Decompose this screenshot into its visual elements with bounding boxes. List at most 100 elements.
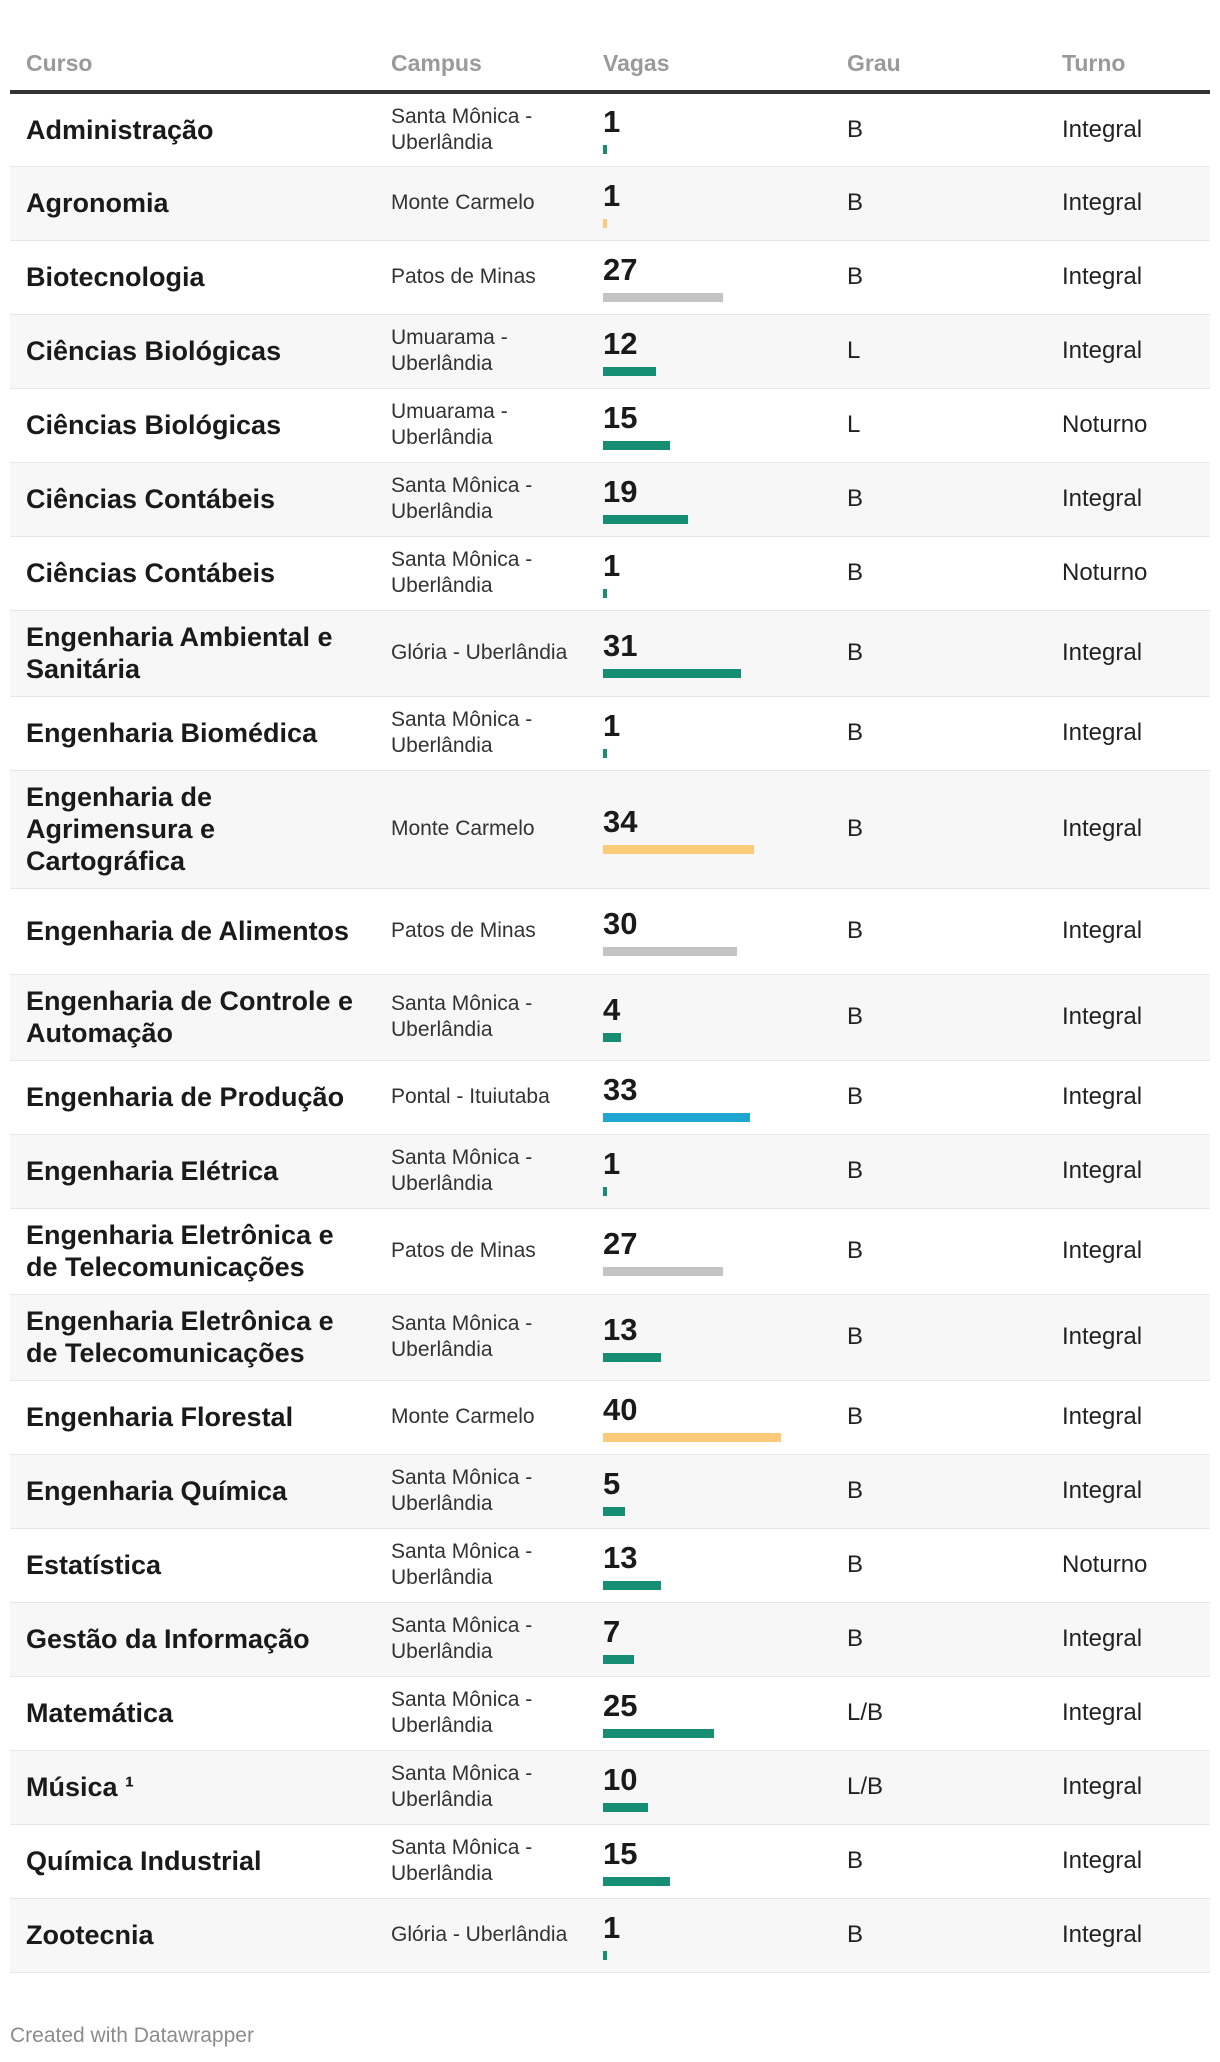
cell-campus: Umuarama - Uberlândia	[391, 326, 508, 375]
vagas-value: 15	[603, 1835, 638, 1871]
vagas-bar	[603, 1802, 648, 1812]
cell-vagas: 15	[587, 388, 831, 462]
cell-vagas: 27	[587, 240, 831, 314]
cell-campus: Patos de Minas	[391, 919, 536, 942]
vagas-bar	[603, 1266, 723, 1276]
vagas-bar	[603, 1728, 714, 1738]
table-row: Ciências Contábeis Santa Mônica - Uberlân…	[10, 462, 1210, 536]
vagas-value: 4	[603, 991, 621, 1027]
table-row: Engenharia Florestal Monte Carmelo 40 B Inte…	[10, 1380, 1210, 1454]
cell-turno: Integral	[1062, 917, 1143, 944]
vagas-bar	[603, 1112, 750, 1122]
cell-grau: B	[847, 1403, 864, 1430]
cell-grau: B	[847, 1921, 864, 1948]
table-row: Matemática Santa Mônica - Uberlândia 25 L/B…	[10, 1676, 1210, 1750]
vagas-value: 7	[603, 1613, 621, 1649]
cell-curso: Música ¹	[26, 1772, 135, 1802]
vagas-bar	[603, 1186, 607, 1196]
cell-vagas: 19	[587, 462, 831, 536]
cell-campus: Glória - Uberlândia	[391, 1923, 568, 1946]
cell-grau: B	[847, 1625, 864, 1652]
cell-curso: Gestão da Informação	[26, 1624, 310, 1654]
cell-campus: Santa Mônica - Uberlândia	[391, 1540, 533, 1589]
vagas-bar	[603, 1032, 621, 1042]
cell-turno: Integral	[1062, 639, 1143, 666]
cell-grau: L/B	[847, 1699, 884, 1726]
column-header-campus[interactable]: Campus	[375, 36, 587, 94]
cell-vagas: 1	[587, 1898, 831, 1972]
vagas-value: 40	[603, 1391, 638, 1427]
cell-campus: Patos de Minas	[391, 265, 536, 288]
table-row: Engenharia Biomédica Santa Mônica - Uberl…	[10, 696, 1210, 770]
cell-turno: Integral	[1062, 815, 1143, 842]
cell-turno: Integral	[1062, 337, 1143, 364]
vagas-bar	[603, 946, 737, 956]
cell-vagas: 10	[587, 1750, 831, 1824]
table-row: Engenharia de Agrimensura e Cartográfica…	[10, 770, 1210, 888]
cell-curso: Engenharia de Agrimensura e Cartográfica	[26, 782, 216, 876]
cell-vagas: 4	[587, 974, 831, 1060]
cell-campus: Monte Carmelo	[391, 191, 535, 214]
cell-campus: Santa Mônica - Uberlândia	[391, 474, 533, 523]
cell-grau: B	[847, 485, 864, 512]
column-header-curso[interactable]: Curso	[10, 36, 375, 94]
cell-turno: Noturno	[1062, 411, 1148, 438]
cell-curso: Engenharia Eletrônica e de Telecomunicaç…	[26, 1306, 334, 1368]
cell-grau: B	[847, 559, 864, 586]
cell-campus: Monte Carmelo	[391, 1405, 535, 1428]
cell-vagas: 1	[587, 1134, 831, 1208]
vagas-value: 27	[603, 251, 638, 287]
table-row: Engenharia de Alimentos Patos de Minas 30 B…	[10, 888, 1210, 974]
vagas-bar	[603, 1580, 661, 1590]
cell-curso: Ciências Contábeis	[26, 484, 276, 514]
table-row: Engenharia Química Santa Mônica - Uberlân…	[10, 1454, 1210, 1528]
cell-campus: Santa Mônica - Uberlândia	[391, 1614, 533, 1663]
table-row: Ciências Biológicas Umuarama - Uberlândia…	[10, 388, 1210, 462]
cell-grau: L	[847, 337, 861, 364]
vagas-bar	[603, 668, 741, 678]
cell-vagas: 7	[587, 1602, 831, 1676]
cell-turno: Integral	[1062, 1157, 1143, 1184]
cell-vagas: 1	[587, 166, 831, 240]
cell-vagas: 40	[587, 1380, 831, 1454]
cell-campus: Santa Mônica - Uberlândia	[391, 992, 533, 1041]
column-header-vagas[interactable]: Vagas	[587, 36, 831, 94]
cell-vagas: 15	[587, 1824, 831, 1898]
cell-campus: Umuarama - Uberlândia	[391, 400, 508, 449]
cell-curso: Estatística	[26, 1550, 162, 1580]
cell-curso: Engenharia de Alimentos	[26, 916, 350, 946]
vagas-bar	[603, 1654, 634, 1664]
vagas-value: 1	[603, 1909, 621, 1945]
cell-grau: B	[847, 815, 864, 842]
cell-vagas: 1	[587, 696, 831, 770]
vagas-value: 25	[603, 1687, 638, 1723]
table-row: Música ¹ Santa Mônica - Uberlândia 10 L/B In…	[10, 1750, 1210, 1824]
vagas-value: 1	[603, 177, 621, 213]
table-row: Estatística Santa Mônica - Uberlândia 13 B N…	[10, 1528, 1210, 1602]
cell-grau: B	[847, 1477, 864, 1504]
table-body: Administração Santa Mônica - Uberlândia 1 B…	[10, 92, 1210, 1972]
vagas-bar	[603, 1432, 781, 1442]
vagas-value: 1	[603, 707, 621, 743]
cell-grau: B	[847, 263, 864, 290]
vagas-bar	[603, 1352, 661, 1362]
cell-campus: Santa Mônica - Uberlândia	[391, 1312, 533, 1361]
credit-text: Created with Datawrapper	[10, 2024, 254, 2047]
cell-turno: Integral	[1062, 1773, 1143, 1800]
column-header-turno[interactable]: Turno	[1046, 36, 1210, 94]
vagas-bar	[603, 218, 607, 228]
table-row: Administração Santa Mônica - Uberlândia 1 B…	[10, 92, 1210, 166]
cell-turno: Integral	[1062, 1847, 1143, 1874]
cell-campus: Monte Carmelo	[391, 817, 535, 840]
vagas-bar	[603, 1506, 625, 1516]
column-header-grau[interactable]: Grau	[831, 36, 1046, 94]
cell-curso: Química Industrial	[26, 1846, 262, 1876]
cell-grau: B	[847, 719, 864, 746]
cell-grau: B	[847, 1157, 864, 1184]
cell-grau: B	[847, 1083, 864, 1110]
vagas-value: 30	[603, 905, 638, 941]
vagas-value: 34	[603, 803, 638, 839]
cell-vagas: 5	[587, 1454, 831, 1528]
vagas-value: 33	[603, 1071, 638, 1107]
cell-curso: Engenharia Florestal	[26, 1402, 294, 1432]
